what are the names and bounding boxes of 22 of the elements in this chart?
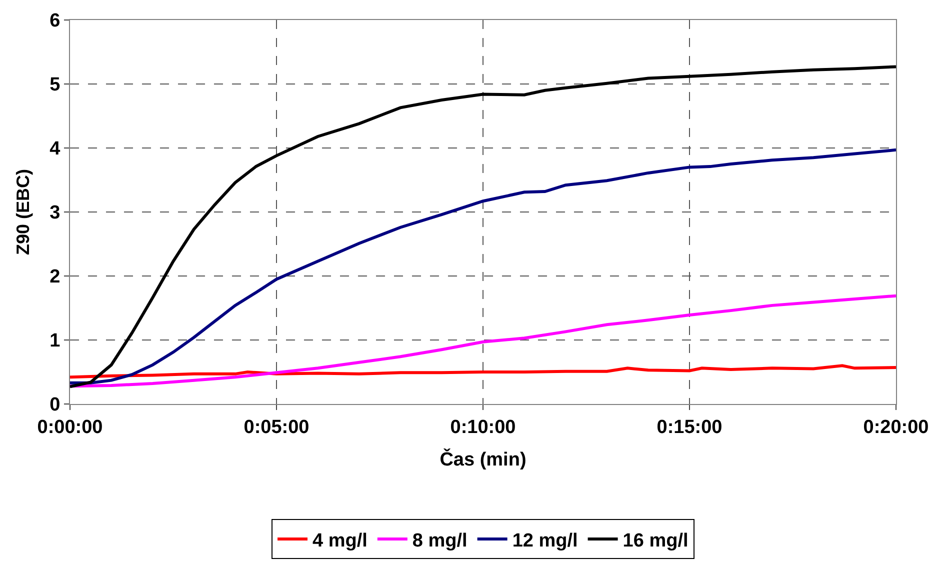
- x-tick-label: 0:10:00: [450, 416, 516, 438]
- x-tick-label: 0:15:00: [656, 416, 722, 438]
- legend-label: 8 mg/l: [412, 530, 468, 552]
- line-series: [70, 148, 896, 384]
- legend-label: 12 mg/l: [512, 530, 578, 552]
- x-tick-label: 0:20:00: [863, 416, 929, 438]
- legend-label: 16 mg/l: [622, 530, 688, 552]
- y-tick-label: 4: [50, 138, 61, 160]
- x-tick-label: 0:05:00: [244, 416, 310, 438]
- line-series: [70, 294, 896, 388]
- y-tick-label: 5: [50, 74, 61, 96]
- x-tick-label: 0:00:00: [37, 416, 103, 438]
- y-axis-title: Z90 (EBC): [12, 168, 33, 256]
- legend-label: 4 mg/l: [312, 530, 368, 552]
- y-tick-label: 3: [50, 202, 60, 224]
- y-tick-label: 2: [50, 266, 60, 288]
- line-series: [70, 65, 896, 388]
- x-axis-title: Čas (min): [440, 448, 526, 471]
- y-tick-label: 1: [50, 330, 61, 352]
- y-tick-label: 6: [50, 10, 60, 32]
- y-tick-label: 0: [50, 394, 60, 416]
- line-series: [70, 364, 896, 379]
